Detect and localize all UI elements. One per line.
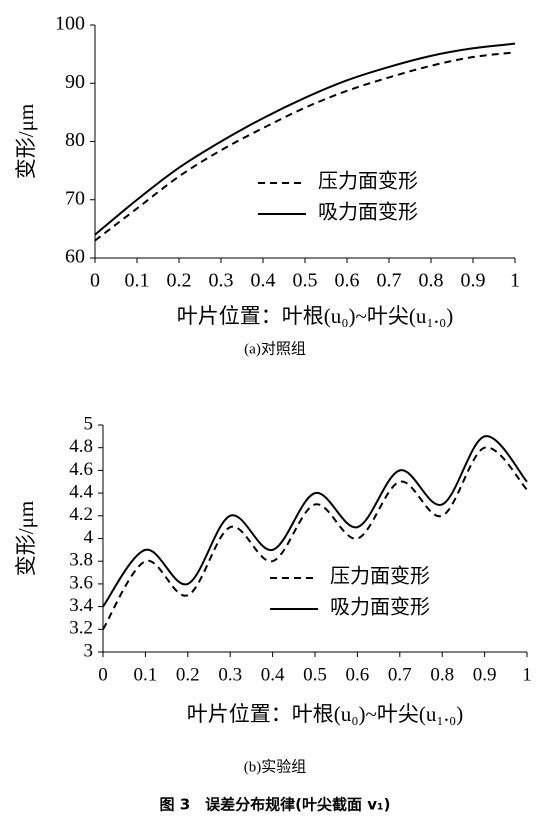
- y-tick-label: 80: [65, 129, 85, 151]
- y-tick-label: 4.2: [69, 504, 93, 525]
- figure-caption: 图 3 误差分布规律(叶尖截面 v₁): [160, 796, 391, 814]
- line: [102, 435, 528, 608]
- line: [102, 446, 528, 630]
- x-tick-label: 0.5: [303, 664, 327, 685]
- y-tick-label: 3.2: [69, 618, 93, 639]
- x-tick-label: 0.9: [473, 664, 497, 685]
- y-axis-label: 变形/μm: [14, 104, 38, 179]
- y-tick-label: 3.8: [69, 550, 93, 571]
- y-tick-label: 3.4: [69, 595, 93, 616]
- x-tick-label: 0.1: [134, 664, 158, 685]
- y-tick-label: 4.4: [69, 481, 93, 502]
- legend-label: 压力面变形: [318, 170, 418, 193]
- line: [94, 51, 516, 242]
- x-tick-label: 0.8: [419, 270, 444, 292]
- legend-label: 吸力面变形: [330, 596, 430, 619]
- x-tick-label: 0: [90, 270, 100, 292]
- x-tick-label: 0.9: [461, 270, 486, 292]
- x-tick-label: 0.6: [346, 664, 370, 685]
- x-tick-label: 0.2: [167, 270, 192, 292]
- x-axis-label: 叶片位置：叶根(u₀)~叶尖(u₁.₀): [187, 702, 464, 726]
- x-tick-label: 0.3: [218, 664, 242, 685]
- x-tick-label: 1: [510, 270, 520, 292]
- y-tick-label: 70: [65, 187, 85, 209]
- y-tick-label: 4: [84, 527, 94, 548]
- x-tick-label: 0.6: [335, 270, 360, 292]
- y-tick-label: 100: [55, 13, 85, 35]
- x-tick-label: 0.3: [209, 270, 234, 292]
- y-tick-label: 60: [65, 246, 85, 268]
- y-axis-label: 变形/μm: [14, 501, 38, 576]
- y-tick-label: 5: [84, 413, 94, 434]
- y-tick-label: 4.8: [69, 436, 93, 457]
- x-tick-label: 0.4: [251, 270, 276, 292]
- x-tick-label: 0.8: [430, 664, 454, 685]
- y-tick-label: 3.6: [69, 572, 93, 593]
- x-tick-label: 0.2: [176, 664, 200, 685]
- x-tick-label: 0.1: [125, 270, 150, 292]
- chart-caption: (a)对照组: [244, 340, 306, 357]
- x-tick-label: 0: [98, 664, 108, 685]
- legend-label: 压力面变形: [330, 565, 430, 588]
- legend-label: 吸力面变形: [318, 201, 418, 224]
- x-tick-label: 0.7: [388, 664, 412, 685]
- y-tick-label: 4.6: [69, 459, 93, 480]
- y-tick-label: 3: [84, 640, 94, 661]
- line: [94, 42, 516, 236]
- x-tick-label: 1: [522, 664, 532, 685]
- x-tick-label: 0.7: [377, 270, 402, 292]
- y-tick-label: 90: [65, 71, 85, 93]
- x-axis-label: 叶片位置：叶根(u₀)~叶尖(u₁.₀): [177, 304, 454, 328]
- x-tick-label: 0.5: [293, 270, 318, 292]
- chart-caption: (b)实验组: [244, 758, 307, 775]
- x-tick-label: 0.4: [261, 664, 285, 685]
